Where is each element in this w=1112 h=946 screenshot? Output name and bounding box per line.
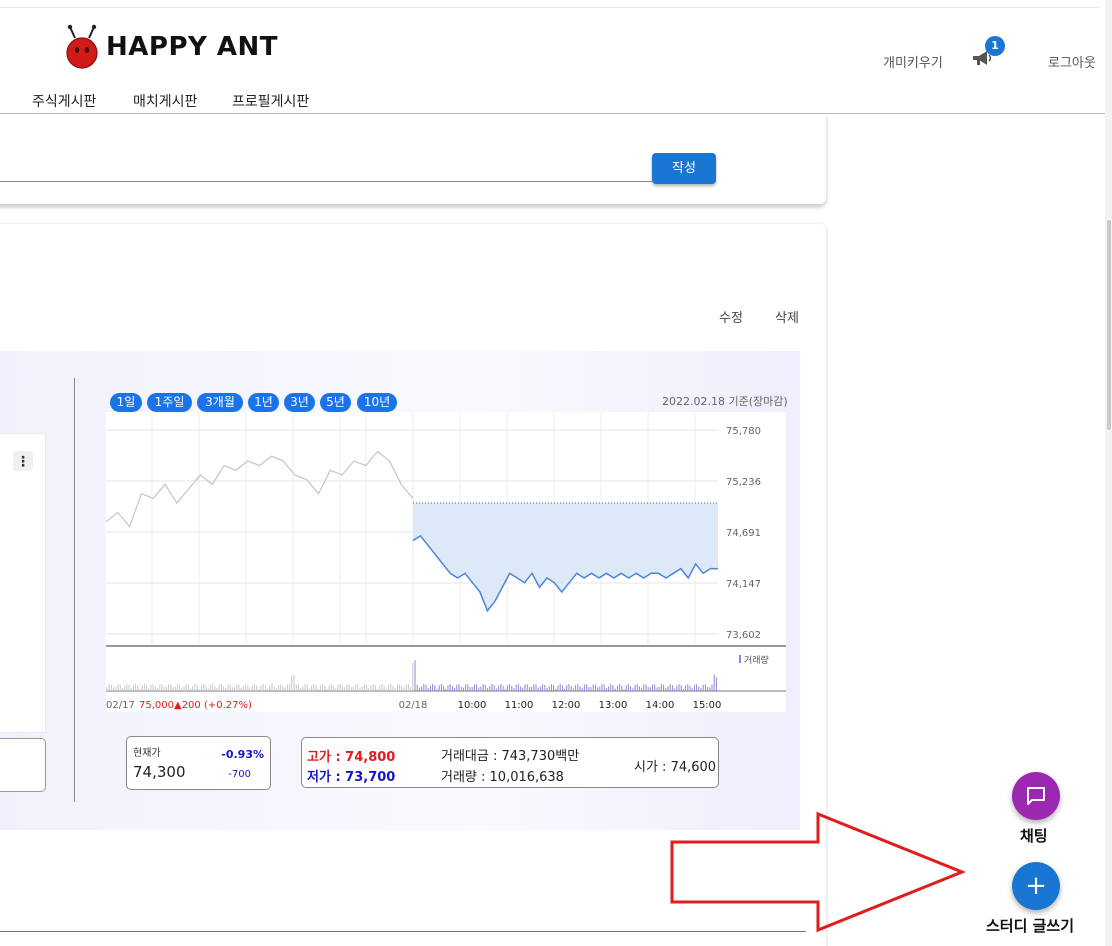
pet-link[interactable]: 개미키우기 xyxy=(883,56,943,71)
chat-fab-button[interactable] xyxy=(1012,772,1060,820)
below-prev-close-fill xyxy=(413,503,718,611)
nav-divider xyxy=(0,113,1112,114)
period-3m-button[interactable]: 3개월 xyxy=(197,393,243,412)
period-3y-button[interactable]: 3년 xyxy=(284,393,315,412)
site-logo[interactable]: HAPPY ANT xyxy=(64,24,278,70)
y-tick-label: 74,691 xyxy=(726,528,761,539)
high-price: 고가 : 74,800 xyxy=(307,750,396,765)
current-price-label: 현재가 xyxy=(133,748,161,759)
y-tick-label: 75,236 xyxy=(726,477,761,488)
current-price-value: 74,300 xyxy=(133,763,186,781)
write-button[interactable]: 작성 xyxy=(652,153,716,184)
delete-link[interactable]: 삭제 xyxy=(775,311,799,326)
prev-change-label: ▲200 (+0.27%) xyxy=(174,700,252,711)
prev-day-line xyxy=(105,450,414,528)
nav-stock-board[interactable]: 주식게시판 xyxy=(32,94,97,110)
volume-legend-label: 거래량 xyxy=(744,654,769,666)
x-tick-label: 12:00 xyxy=(552,700,581,711)
stock-chart-svg: 75,780 75,236 74,691 74,147 73,602 거래량 02/18 10… xyxy=(105,412,786,711)
prev-close-label: 75,000 xyxy=(139,700,174,711)
left-widget xyxy=(0,433,46,733)
period-1w-button[interactable]: 1주일 xyxy=(147,393,192,412)
ant-logo-icon xyxy=(66,24,98,69)
x-tick-label: 15:00 xyxy=(693,700,722,711)
period-1d-button[interactable]: 1일 xyxy=(110,393,142,412)
top-divider xyxy=(0,0,1100,8)
volume-legend-swatch xyxy=(739,655,741,663)
trade-volume: 거래량 : 10,016,638 xyxy=(441,770,564,785)
period-1y-button[interactable]: 1년 xyxy=(248,393,279,412)
trade-amount: 거래대금 : 743,730백만 xyxy=(441,749,580,764)
low-price: 저가 : 73,700 xyxy=(307,770,396,785)
panel-divider xyxy=(74,378,75,802)
stock-chart: 75,780 75,236 74,691 74,147 73,602 거래량 02/18 10… xyxy=(105,412,786,712)
x-tick-label: 14:00 xyxy=(646,700,675,711)
nav-profile-board[interactable]: 프로필게시판 xyxy=(232,94,310,110)
today-price-line xyxy=(412,534,718,613)
logout-link[interactable]: 로그아웃 xyxy=(1048,56,1096,71)
current-price-box: 현재가 74,300 -0.93% -700 xyxy=(126,736,271,790)
chat-fab-label: 채팅 xyxy=(1020,827,1048,845)
prev-day-label: 02/17 xyxy=(106,700,135,711)
plus-icon: + xyxy=(1025,871,1047,901)
more-menu-icon[interactable]: ⋮ xyxy=(13,451,33,471)
edit-link[interactable]: 수정 xyxy=(719,311,743,326)
scrollbar-track[interactable] xyxy=(1105,0,1112,946)
red-arrow-annotation xyxy=(670,811,967,933)
y-tick-label: 73,602 xyxy=(726,630,761,641)
compose-card: 작성 xyxy=(0,114,826,204)
megaphone-icon[interactable] xyxy=(970,48,996,70)
chat-bubble-icon xyxy=(1027,787,1045,805)
as-of-date: 2022.02.18 기준(장마감) xyxy=(662,395,788,408)
scrollbar-thumb[interactable] xyxy=(1107,220,1111,430)
change-amount: -700 xyxy=(228,769,251,780)
nav-match-board[interactable]: 매치게시판 xyxy=(133,94,198,110)
x-tick-label: 11:00 xyxy=(505,700,534,711)
x-tick-label: 02/18 xyxy=(399,700,428,711)
left-input-box[interactable] xyxy=(0,738,46,792)
logo-text: HAPPY ANT xyxy=(106,32,278,62)
x-tick-label: 13:00 xyxy=(599,700,628,711)
study-write-fab-button[interactable]: + xyxy=(1012,862,1060,910)
study-write-fab-label: 스터디 글쓰기 xyxy=(986,917,1075,935)
notification-badge: 1 xyxy=(985,36,1005,56)
open-price: 시가 : 74,600 xyxy=(634,760,717,775)
change-percent: -0.93% xyxy=(221,748,264,761)
period-10y-button[interactable]: 10년 xyxy=(357,393,397,412)
post-bottom-divider xyxy=(0,931,806,932)
compose-input-underline[interactable] xyxy=(0,181,652,182)
y-tick-label: 75,780 xyxy=(726,426,761,437)
y-tick-label: 74,147 xyxy=(726,579,761,590)
period-5y-button[interactable]: 5년 xyxy=(320,393,351,412)
price-info-box: 고가 : 74,800 저가 : 73,700 거래대금 : 743,730백만… xyxy=(301,737,719,788)
x-tick-label: 10:00 xyxy=(458,700,487,711)
